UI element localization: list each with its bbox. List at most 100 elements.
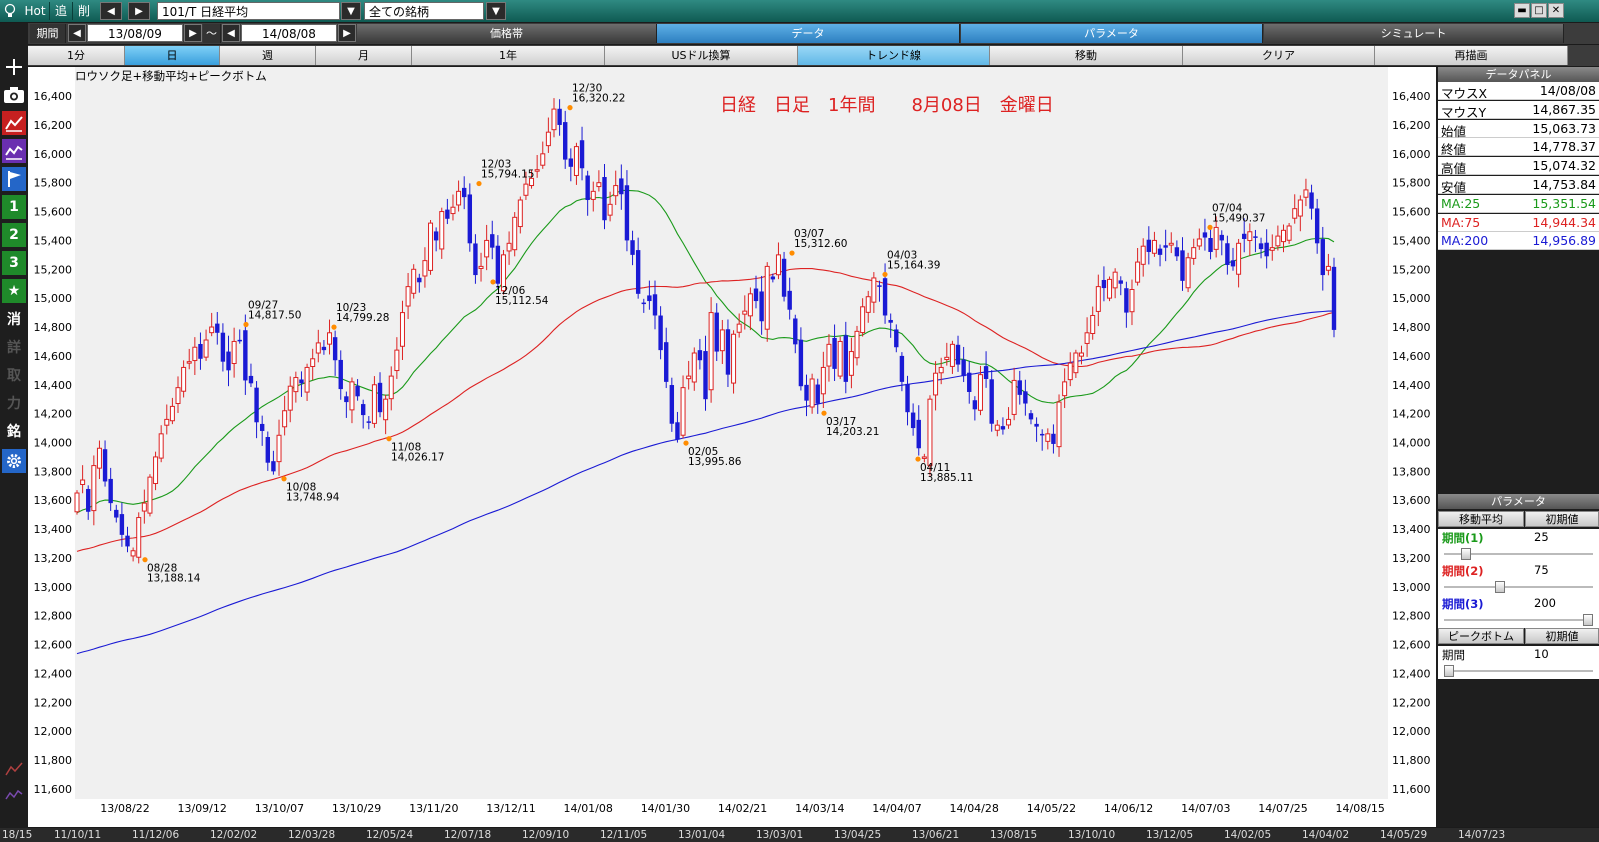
candle-body bbox=[573, 146, 579, 176]
stock-button[interactable]: 銘 bbox=[7, 424, 21, 440]
chart-red-icon[interactable] bbox=[2, 111, 26, 135]
candle-body bbox=[523, 183, 529, 196]
ma-period-1-slider[interactable] bbox=[1438, 546, 1599, 562]
ma-period-3-label: 期間(3) bbox=[1442, 597, 1484, 611]
prev-symbol-button[interactable]: ◀ bbox=[100, 2, 122, 20]
tab-simulate[interactable]: シミュレート bbox=[1264, 24, 1564, 43]
ma-period-2-row: 期間(2) 75 bbox=[1438, 562, 1599, 579]
candlestick-chart[interactable]: ロウソク足+移動平均+ピークボトム 日経 日足 1年間 8月08日 金曜日 11… bbox=[28, 67, 1436, 827]
y-tick-label: 16,400 bbox=[1392, 90, 1431, 103]
tab-week[interactable]: 週 bbox=[220, 46, 316, 65]
erase-button[interactable]: 消 bbox=[7, 312, 21, 328]
candle-body bbox=[512, 216, 518, 251]
candle-body bbox=[568, 158, 574, 167]
slot-3-button[interactable]: 3 bbox=[2, 251, 26, 275]
flag-icon[interactable] bbox=[2, 167, 26, 191]
start-prev-button[interactable]: ◀ bbox=[68, 24, 86, 42]
tab-1min[interactable]: 1分 bbox=[28, 46, 125, 65]
power-button[interactable]: 力 bbox=[7, 396, 21, 412]
candle-body bbox=[411, 268, 417, 294]
tab-data[interactable]: データ bbox=[657, 24, 960, 43]
ma-reset-button[interactable]: 初期値 bbox=[1525, 511, 1599, 527]
candle-body bbox=[624, 185, 630, 241]
next-symbol-button[interactable]: ▶ bbox=[128, 2, 150, 20]
detail-button[interactable]: 詳 bbox=[7, 340, 21, 356]
tab-day[interactable]: 日 bbox=[125, 46, 220, 65]
gear-icon[interactable] bbox=[2, 449, 26, 473]
peak-date-label: 07/04 bbox=[1212, 202, 1243, 214]
start-date-field[interactable]: 13/08/09 bbox=[87, 24, 183, 42]
candle-body bbox=[871, 277, 877, 303]
ma-period-1-slider-thumb[interactable] bbox=[1460, 548, 1471, 560]
candle-body bbox=[265, 436, 270, 463]
candle-body bbox=[349, 381, 355, 411]
tab-move[interactable]: 移動 bbox=[990, 46, 1183, 65]
tab-1year[interactable]: 1年 bbox=[412, 46, 605, 65]
hot-button[interactable]: Hot bbox=[24, 4, 46, 18]
candle-body bbox=[787, 290, 792, 310]
peak-marker bbox=[1207, 224, 1213, 230]
chart-purple-icon[interactable] bbox=[2, 139, 26, 163]
mini-chart-purple-icon[interactable] bbox=[2, 785, 26, 809]
camera-icon[interactable] bbox=[2, 83, 26, 107]
candle-body bbox=[731, 333, 737, 384]
chart-area[interactable]: ロウソク足+移動平均+ピークボトム 日経 日足 1年間 8月08日 金曜日 11… bbox=[28, 67, 1436, 827]
ma-period-3-slider-thumb[interactable] bbox=[1583, 614, 1593, 626]
ma-period-2-value[interactable]: 75 bbox=[1534, 563, 1549, 577]
candle-body bbox=[130, 550, 136, 557]
symbol-dropdown-button[interactable]: ▼ bbox=[341, 2, 361, 20]
tab-redraw[interactable]: 再描画 bbox=[1375, 46, 1568, 65]
x-tick-label: 13/10/07 bbox=[255, 802, 304, 815]
end-date-field[interactable]: 14/08/08 bbox=[241, 24, 337, 42]
peak-bottom-reset-button[interactable]: 初期値 bbox=[1525, 628, 1599, 644]
candle-body bbox=[551, 108, 557, 131]
ma-period-3-value[interactable]: 200 bbox=[1534, 596, 1556, 610]
tab-trend-line[interactable]: トレンド線 bbox=[798, 46, 990, 65]
candle-body bbox=[1280, 229, 1286, 243]
minimize-button[interactable]: ▬ bbox=[1514, 3, 1530, 18]
maximize-button[interactable]: □ bbox=[1531, 3, 1547, 18]
peak-period-slider[interactable] bbox=[1438, 663, 1599, 679]
candle-body bbox=[226, 351, 231, 371]
y-tick-label: 14,400 bbox=[34, 379, 73, 392]
plus-icon[interactable] bbox=[2, 55, 26, 79]
ma-period-2-slider-thumb[interactable] bbox=[1495, 581, 1506, 593]
end-prev-button[interactable]: ◀ bbox=[222, 24, 240, 42]
ma-period-3-slider[interactable] bbox=[1438, 612, 1599, 628]
peak-period-value[interactable]: 10 bbox=[1534, 647, 1549, 661]
group-field[interactable]: 全ての銘柄 bbox=[364, 2, 484, 20]
candle-body bbox=[338, 359, 343, 390]
fetch-button[interactable]: 取 bbox=[7, 368, 21, 384]
bottom-timeline-bar[interactable]: 18/15 11/10/11 11/12/06 12/02/02 12/03/28 12/… bbox=[0, 828, 1599, 842]
tab-usd-convert[interactable]: USドル換算 bbox=[605, 46, 798, 65]
close-button[interactable]: ✕ bbox=[1548, 3, 1564, 18]
end-next-button[interactable]: ▶ bbox=[338, 24, 356, 42]
slot-1-button[interactable]: 1 bbox=[2, 195, 26, 219]
tab-parameter[interactable]: パラメータ bbox=[961, 24, 1263, 43]
candle-body bbox=[1073, 352, 1079, 374]
ma-period-1-value[interactable]: 25 bbox=[1534, 530, 1549, 544]
symbol-field[interactable]: 101/T 日経平均 bbox=[157, 2, 340, 20]
start-next-button[interactable]: ▶ bbox=[184, 24, 202, 42]
mini-chart-red-icon[interactable] bbox=[2, 759, 26, 783]
add-button[interactable]: 追 bbox=[54, 4, 67, 18]
y-tick-label: 14,800 bbox=[1392, 321, 1431, 334]
candle-body bbox=[181, 366, 187, 392]
timeline-label: 14/07/23 bbox=[1458, 829, 1506, 841]
star-icon[interactable]: ★ bbox=[2, 279, 26, 303]
lightbulb-icon[interactable] bbox=[0, 2, 20, 20]
tab-clear[interactable]: クリア bbox=[1183, 46, 1375, 65]
candle-body bbox=[809, 378, 815, 408]
candle-body bbox=[141, 502, 147, 512]
tab-month[interactable]: 月 bbox=[316, 46, 412, 65]
slot-2-button[interactable]: 2 bbox=[2, 223, 26, 247]
timeline-label: 12/11/05 bbox=[600, 829, 648, 841]
ma-period-2-slider[interactable] bbox=[1438, 579, 1599, 595]
group-dropdown-button[interactable]: ▼ bbox=[486, 2, 506, 20]
tab-price-band[interactable]: 価格帯 bbox=[357, 24, 657, 43]
ma-period-1-row: 期間(1) 25 bbox=[1438, 529, 1599, 546]
candle-body bbox=[215, 323, 220, 333]
candle-body bbox=[86, 488, 91, 512]
delete-button[interactable]: 削 bbox=[77, 4, 90, 18]
peak-period-slider-thumb[interactable] bbox=[1444, 665, 1454, 677]
